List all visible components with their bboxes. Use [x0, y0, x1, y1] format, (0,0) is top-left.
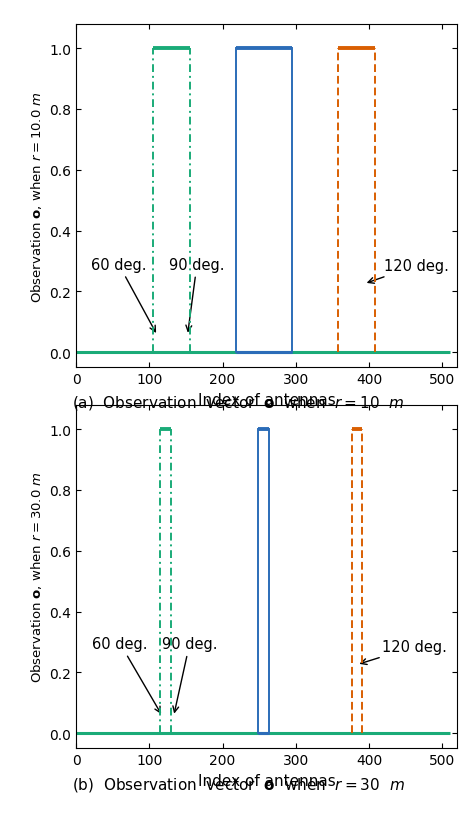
Text: 90 deg.: 90 deg.: [162, 636, 218, 712]
Text: 60 deg.: 60 deg.: [91, 257, 155, 332]
Text: 60 deg.: 60 deg.: [92, 636, 160, 713]
Text: (b)  Observation  vector  $\mathbf{o}$  when  $r = 30$  $m$: (b) Observation vector $\mathbf{o}$ when…: [71, 775, 405, 793]
Y-axis label: Observation $\mathbf{o}$, when $r=30.0$ $m$: Observation $\mathbf{o}$, when $r=30.0$ …: [29, 471, 44, 682]
Text: 120 deg.: 120 deg.: [368, 259, 448, 284]
Text: 120 deg.: 120 deg.: [361, 639, 447, 665]
Text: 90 deg.: 90 deg.: [169, 257, 225, 332]
X-axis label: Index of antennas: Index of antennas: [198, 772, 336, 788]
X-axis label: Index of antennas: Index of antennas: [198, 392, 336, 408]
Text: (a)  Observation  vector  $\mathbf{o}$  when  $r = 10$  $m$: (a) Observation vector $\mathbf{o}$ when…: [72, 394, 404, 412]
Y-axis label: Observation $\mathbf{o}$, when $r=10.0$ $m$: Observation $\mathbf{o}$, when $r=10.0$ …: [29, 91, 44, 302]
